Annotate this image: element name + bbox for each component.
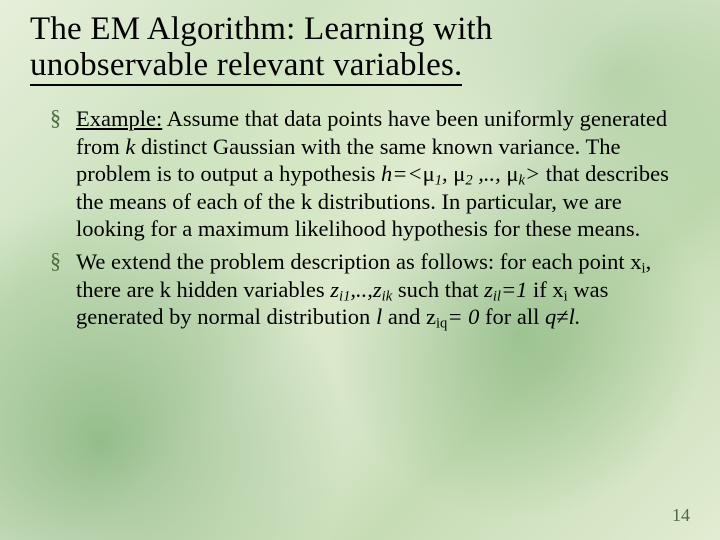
neq: ≠ [556, 304, 568, 329]
b2-t4: if x [527, 277, 563, 302]
b2-t3: such that [392, 277, 484, 302]
b1-h-eq: h=< [381, 161, 423, 186]
dots: ,.., [473, 161, 507, 186]
z2: z [373, 277, 382, 302]
title-line-1: The EM Algorithm: Learning with [30, 11, 493, 47]
mu-k: μ [506, 161, 518, 186]
mu1-sub: 1 [435, 173, 442, 189]
commadots: ,.., [350, 277, 373, 302]
eq0: = 0 [447, 304, 479, 329]
bullet-2: We extend the problem description as fol… [50, 248, 684, 330]
mu-1: μ [423, 161, 435, 186]
ziq: iq [436, 316, 447, 332]
q: q [545, 304, 556, 329]
eq1: =1 [501, 277, 527, 302]
title-line-2: unobservable relevant variables. [30, 47, 462, 86]
example-label: Example: [76, 106, 162, 131]
bullet-list: Example: Assume that data points have be… [30, 105, 690, 331]
zi1: i1 [339, 289, 350, 305]
b1-k: k [125, 134, 135, 159]
page-number: 14 [672, 505, 690, 526]
z1: z [330, 277, 339, 302]
close-angle: > [525, 161, 540, 186]
slide-title: The EM Algorithm: Learning with unobserv… [30, 12, 690, 83]
mu-2: μ [453, 161, 465, 186]
slide: The EM Algorithm: Learning with unobserv… [0, 0, 720, 540]
z3: z [484, 277, 493, 302]
bullet-1: Example: Assume that data points have be… [50, 105, 684, 242]
comma1: , [442, 161, 453, 186]
b2-t6: and z [382, 304, 436, 329]
ldot: l. [569, 304, 581, 329]
zik: ik [382, 289, 393, 305]
zil: il [493, 289, 501, 305]
b2-t7: for all [479, 304, 545, 329]
b2-t1: We extend the problem description as fol… [76, 249, 642, 274]
mu2-sub: 2 [465, 173, 472, 189]
